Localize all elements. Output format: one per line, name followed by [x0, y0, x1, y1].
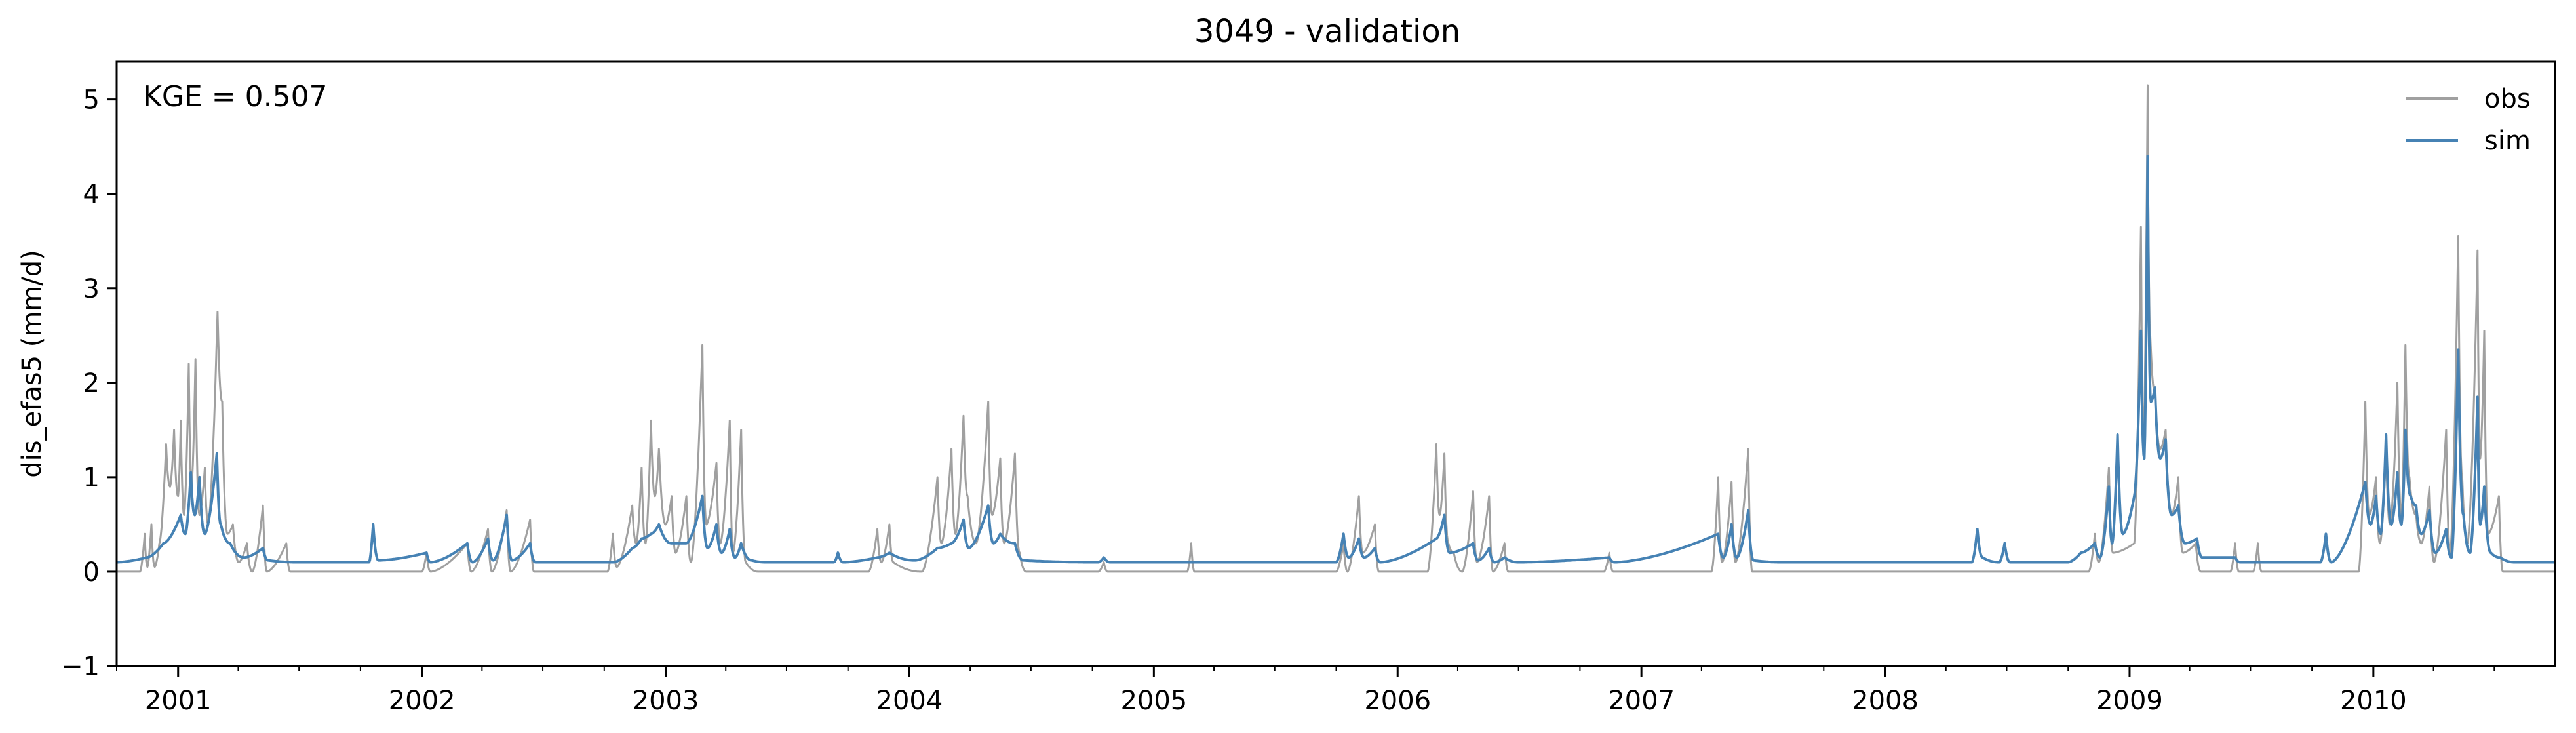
x-tick-label: 2003 [633, 686, 699, 716]
x-tick-label: 2007 [1608, 686, 1675, 716]
axes: −1 0 1 2 3 4 5 2001 2002 2003 2004 2005 2006 2007 2008… [61, 60, 2556, 716]
y-tick-label: 0 [83, 557, 100, 587]
y-tick-label: 4 [83, 180, 100, 210]
x-tick-label: 2009 [2096, 686, 2163, 716]
x-tick-label: 2001 [145, 686, 212, 716]
series-line-sim [116, 155, 2556, 564]
series-line-obs [116, 84, 2556, 573]
chart-title: 3049 - validation [1194, 13, 1460, 50]
legend: obs sim [2406, 84, 2531, 156]
plot-area [116, 84, 2556, 573]
y-tick-label: −1 [61, 652, 100, 682]
x-tick-label: 2004 [876, 686, 943, 716]
legend-label-sim: sim [2484, 126, 2531, 156]
x-tick-label: 2008 [1852, 686, 1919, 716]
x-tick-label: 2006 [1364, 686, 1431, 716]
y-tick-label: 1 [83, 463, 100, 493]
x-tick-label: 2002 [389, 686, 456, 716]
legend-label-obs: obs [2484, 84, 2531, 114]
y-tick-label: 5 [83, 85, 100, 115]
kge-annotation: KGE = 0.507 [143, 80, 328, 113]
plot-frame [115, 60, 2556, 667]
x-tick-label: 2010 [2340, 686, 2407, 716]
y-tick-label: 3 [83, 274, 100, 304]
y-axis-label: dis_efas5 (mm/d) [17, 250, 47, 478]
y-tick-label: 2 [83, 368, 100, 399]
x-tick-label: 2005 [1120, 686, 1187, 716]
